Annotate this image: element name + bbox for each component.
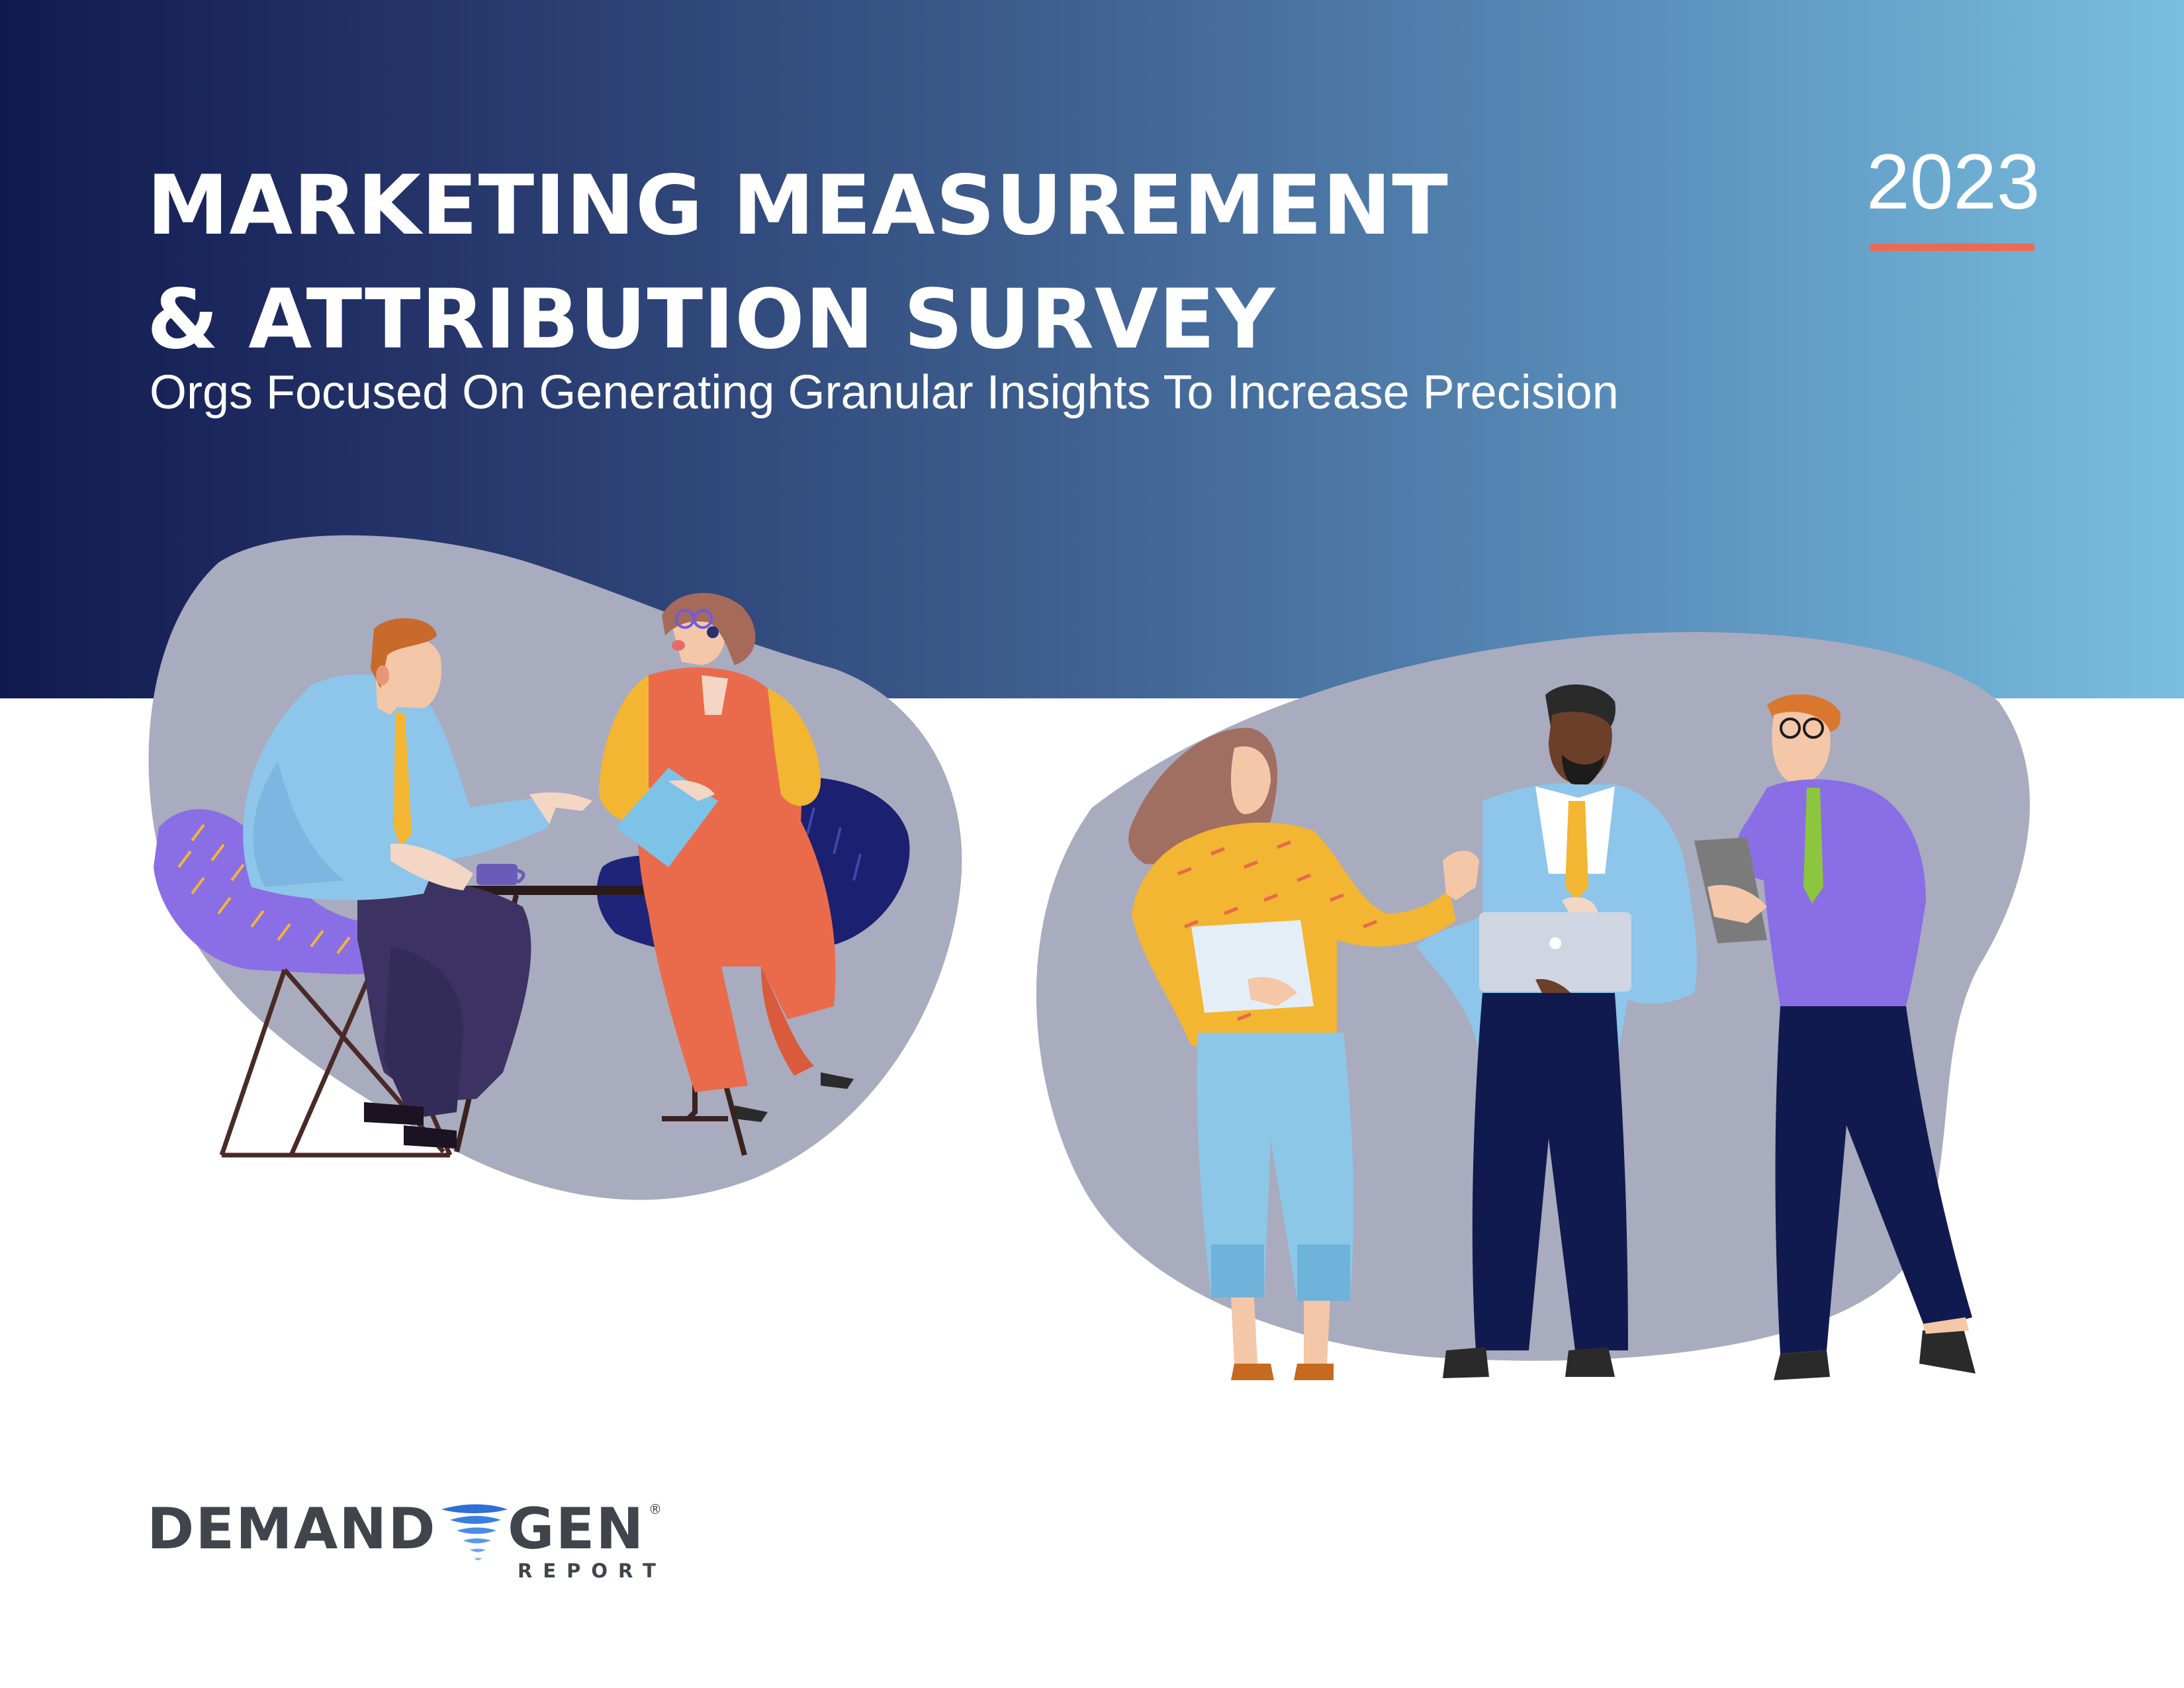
report-subtitle: Orgs Focused On Generating Granular Insi… (150, 366, 1619, 419)
man-with-tablet (1694, 694, 1976, 1380)
report-title: MARKETING MEASUREMENT & ATTRIBUTION SURV… (147, 149, 1449, 377)
title-line-2: & ATTRIBUTION SURVEY (147, 272, 1276, 367)
report-year: 2023 (1866, 138, 2040, 226)
man-pointing (243, 618, 592, 1149)
logo-tagline-report: REPORT (518, 1560, 666, 1582)
logo-swoosh-icon (441, 1504, 508, 1560)
year-underline (1870, 244, 2034, 251)
registered-mark: ® (649, 1501, 662, 1517)
title-line-1: MARKETING MEASUREMENT (147, 158, 1449, 254)
demand-gen-report-logo: DEMAND GEN ® REPORT (147, 1496, 670, 1589)
man-with-laptop (1416, 684, 1698, 1378)
logo-word-demand: DEMAND (147, 1496, 437, 1562)
logo-word-gen: GEN (508, 1496, 645, 1562)
cafe-meeting-illustration (148, 535, 962, 1200)
woman-with-folder (1128, 727, 1479, 1380)
woman-with-tablet (599, 592, 854, 1122)
standing-team-illustration (1036, 632, 2030, 1380)
